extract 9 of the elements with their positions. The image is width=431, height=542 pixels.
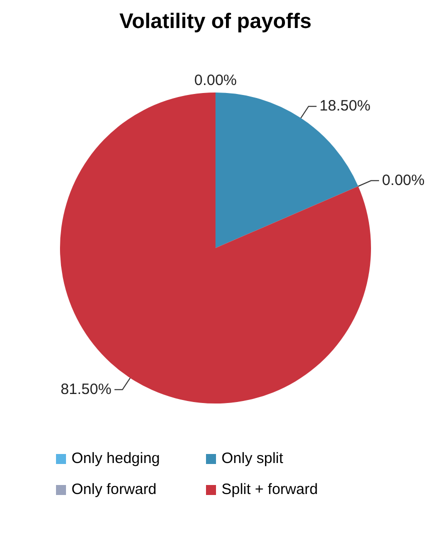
- legend-label: Only forward: [72, 481, 157, 498]
- data-label: 18.50%: [320, 97, 370, 114]
- data-label: 81.50%: [60, 380, 112, 398]
- legend-label: Split + forward: [222, 481, 318, 498]
- legend-label: Only hedging: [72, 450, 160, 467]
- legend-label: Only split: [222, 450, 284, 467]
- text: 0.00%: [194, 72, 237, 90]
- text: 0.00%: [382, 172, 425, 189]
- chart-title: Volatility of payoffs: [118, 10, 313, 35]
